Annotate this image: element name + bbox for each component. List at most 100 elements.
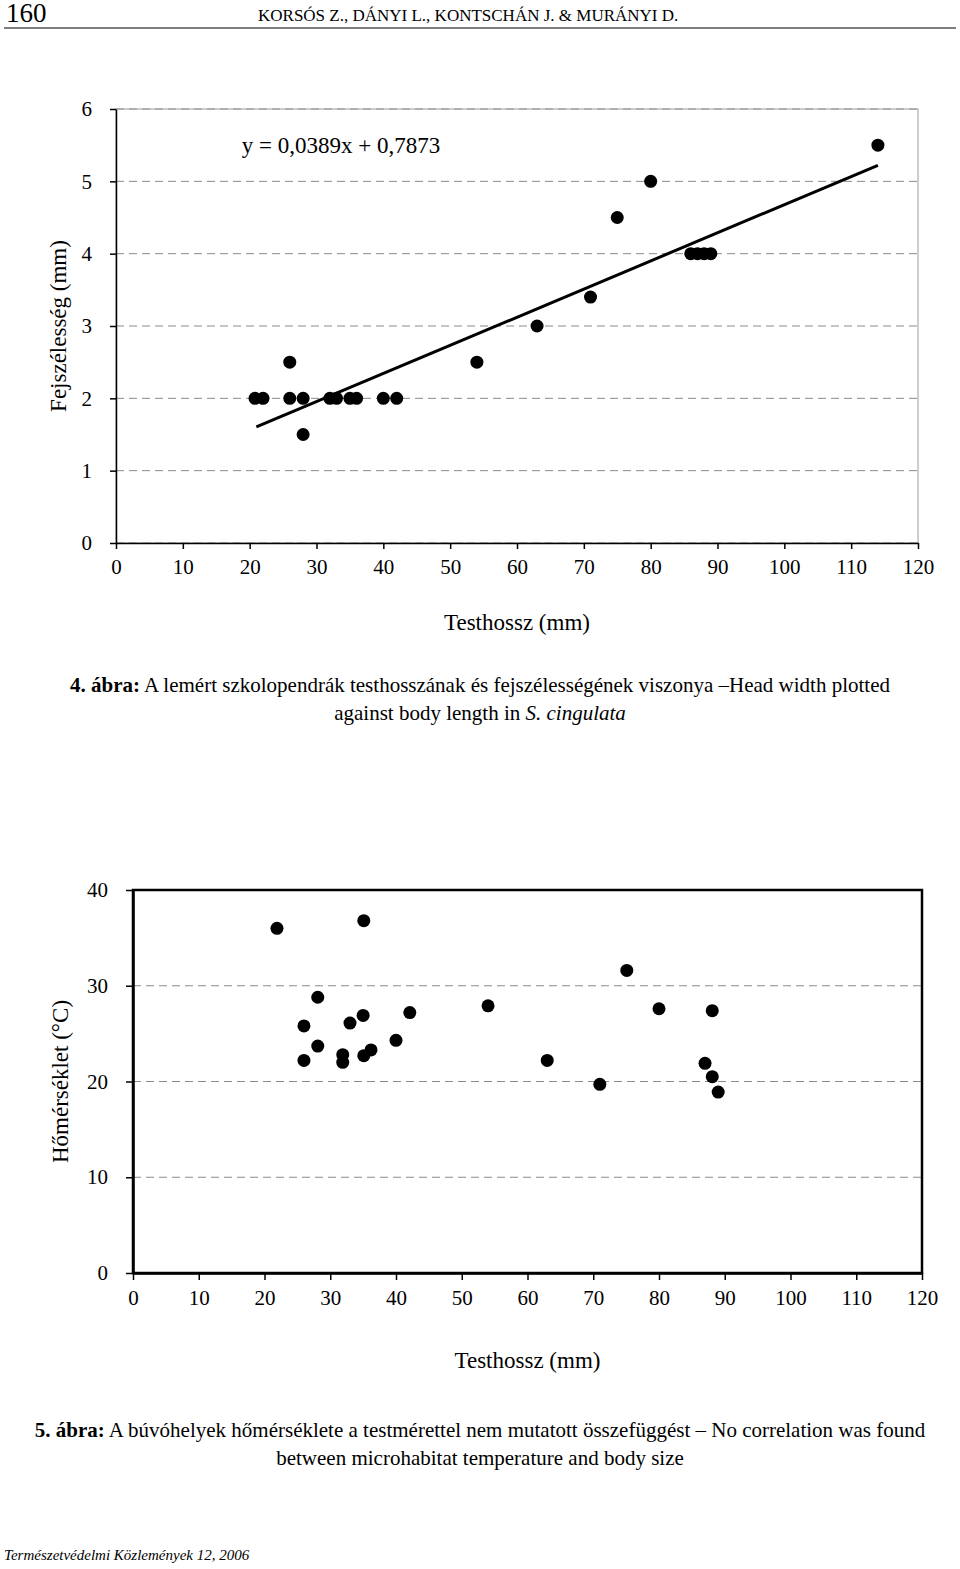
point — [330, 392, 343, 405]
point — [531, 320, 544, 333]
grid-line — [116, 253, 918, 254]
tick-mark — [856, 1273, 858, 1280]
point — [704, 247, 717, 260]
tick-mark — [725, 1273, 727, 1280]
x-axis-title: Testhossz (mm) — [455, 1348, 601, 1373]
tick: 100 — [775, 1273, 807, 1310]
tick-label: 30 — [87, 974, 108, 998]
tick-label: 0 — [111, 555, 122, 579]
tick-mark — [126, 986, 133, 988]
tick-mark — [462, 1273, 464, 1280]
tick-label: 4 — [82, 242, 93, 266]
tick-mark — [110, 543, 116, 545]
y-axis-title: Fejszélesség (mm) — [46, 240, 71, 412]
tick-mark — [584, 543, 586, 549]
tick-label: 70 — [583, 1286, 604, 1310]
plot-area — [249, 139, 885, 441]
tick-mark — [517, 543, 519, 549]
x-axis-title: Testhossz (mm) — [444, 610, 590, 635]
tick: 120 — [907, 1273, 939, 1310]
tick-mark — [110, 398, 116, 400]
tick-label: 100 — [775, 1286, 807, 1310]
point — [283, 356, 296, 369]
tick-mark — [450, 543, 452, 549]
point — [257, 392, 270, 405]
tick-mark — [110, 109, 116, 111]
tick-label: 5 — [82, 170, 93, 194]
tick: 20 — [87, 1070, 133, 1094]
point — [584, 291, 597, 304]
point — [390, 392, 403, 405]
point — [357, 1009, 370, 1022]
point — [336, 1056, 349, 1069]
tick: 20 — [240, 543, 261, 579]
tick: 40 — [373, 543, 394, 579]
header-rule — [4, 27, 956, 28]
point — [644, 175, 657, 188]
point — [343, 1017, 356, 1030]
tick: 30 — [87, 974, 133, 998]
tick-label: 40 — [386, 1286, 407, 1310]
tick-mark — [110, 181, 116, 183]
point — [270, 922, 283, 935]
tick-mark — [110, 470, 116, 472]
point — [297, 1054, 310, 1067]
point — [620, 964, 633, 977]
tick: 80 — [641, 543, 662, 579]
tick: 0 — [128, 1273, 139, 1310]
page-number: 160 — [6, 0, 47, 28]
grid-line — [133, 985, 922, 986]
plot-frame — [133, 890, 922, 1273]
point — [706, 1070, 719, 1083]
point — [706, 1004, 719, 1017]
tick-label: 80 — [649, 1286, 670, 1310]
tick-mark — [851, 543, 853, 549]
point — [311, 1040, 324, 1053]
caption-label: 5. ábra: — [35, 1418, 105, 1442]
caption: 5. ábra: A búvóhelyek hőmérséklete a tes… — [10, 1416, 950, 1472]
tick-label: 20 — [87, 1070, 108, 1094]
tick-label: 60 — [507, 555, 528, 579]
tick-label: 120 — [903, 555, 935, 579]
tick-mark — [527, 1273, 529, 1280]
tick: 0 — [82, 531, 117, 555]
tick: 10 — [173, 543, 194, 579]
point — [390, 1034, 403, 1047]
tick-label: 90 — [715, 1286, 736, 1310]
tick-label: 10 — [189, 1286, 210, 1310]
caption-text: A búvóhelyek hőmérséklete a testmérettel… — [105, 1418, 926, 1470]
tick-label: 3 — [82, 314, 93, 338]
trend-line — [256, 165, 878, 427]
point — [350, 392, 363, 405]
x-axis: 0102030405060708090100110120 — [111, 543, 934, 579]
point — [541, 1054, 554, 1067]
tick-label: 40 — [87, 878, 108, 902]
tick: 110 — [841, 1273, 872, 1310]
tick-mark — [110, 253, 116, 255]
tick: 60 — [507, 543, 528, 579]
tick-mark — [126, 1081, 133, 1083]
grid-line — [116, 398, 918, 399]
tick: 90 — [708, 543, 729, 579]
tick: 100 — [769, 543, 801, 579]
tick-mark — [922, 1273, 924, 1280]
tick-label: 50 — [440, 555, 461, 579]
tick-label: 1 — [82, 459, 93, 483]
tick-mark — [264, 1273, 266, 1280]
tick: 90 — [715, 1273, 736, 1310]
tick: 0 — [111, 543, 122, 579]
point — [470, 356, 483, 369]
tick-mark — [199, 1273, 201, 1280]
point — [365, 1043, 378, 1056]
tick-label: 0 — [128, 1286, 139, 1310]
tick-mark — [593, 1273, 595, 1280]
point — [593, 1078, 606, 1091]
grid-line — [116, 181, 918, 182]
tick-mark — [183, 543, 185, 549]
caption-text: A lemért szkolopendrák testhosszának és … — [140, 673, 890, 725]
page: 160KORSÓS Z., DÁNYI L., KONTSCHÁN J. & M… — [0, 0, 960, 1569]
x-axis: 0102030405060708090100110120 — [128, 1273, 938, 1310]
tick-label: 10 — [173, 555, 194, 579]
y-axis-title: Hőmérséklet (°C) — [48, 1000, 73, 1163]
grid-line — [133, 1081, 922, 1082]
